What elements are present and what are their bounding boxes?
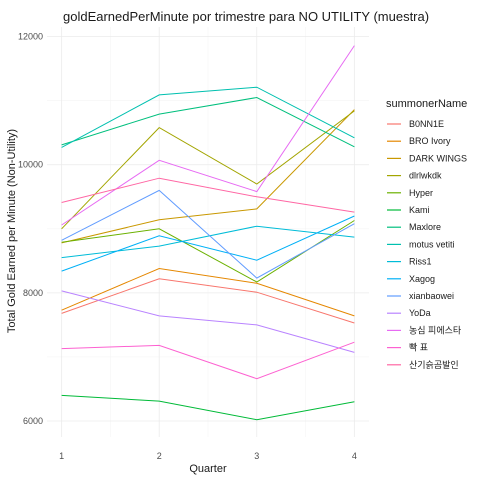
legend-label: 농심 피에스타	[409, 325, 462, 335]
legend: summonerName B0NN1E BRO Ivory DARK WINGS dl…	[386, 98, 467, 370]
x-axis-title: Quarter	[189, 463, 227, 475]
series-line	[61, 109, 355, 244]
legend-label: Kami	[409, 205, 430, 215]
legend-label: xianbaowei	[409, 291, 454, 301]
legend-label: motus vetiti	[409, 239, 455, 249]
x-tick-label: 4	[352, 451, 357, 461]
y-tick-label: 10000	[18, 160, 43, 170]
legend-label: DARK WINGS	[409, 153, 467, 163]
legend-title: summonerName	[386, 98, 467, 110]
legend-label: Hyper	[409, 188, 433, 198]
y-axis-title: Total Gold Earned per Minute (Non-Utilit…	[6, 129, 18, 333]
series-line	[61, 110, 355, 230]
axis-ticks: 6000 8000 10000 12000 1 2 3 4	[18, 32, 357, 461]
chart-title: goldEarnedPerMinute por trimestre para N…	[63, 9, 429, 24]
x-tick-label: 2	[157, 451, 162, 461]
y-tick-label: 8000	[23, 288, 43, 298]
series-line	[61, 45, 355, 226]
grid	[47, 27, 369, 437]
series-line	[61, 267, 355, 317]
series-line	[61, 394, 355, 421]
legend-label: B0NN1E	[409, 119, 444, 129]
legend-label: 산기슭곰발인	[409, 360, 459, 370]
series-line	[61, 278, 355, 324]
series-lines	[61, 45, 355, 421]
series-line	[61, 225, 355, 259]
series-line	[61, 215, 355, 272]
series-line	[61, 96, 355, 148]
series-line	[61, 290, 355, 353]
series-line	[61, 177, 355, 213]
series-line	[61, 341, 355, 380]
y-tick-label: 6000	[23, 416, 43, 426]
legend-label: dlrlwkdk	[409, 171, 442, 181]
legend-label: 빡 표	[409, 343, 428, 353]
legend-label: Xagog	[409, 274, 435, 284]
series-line	[61, 189, 355, 279]
y-tick-label: 12000	[18, 32, 43, 42]
series-line	[61, 86, 355, 148]
legend-label: BRO Ivory	[409, 136, 451, 146]
x-tick-label: 1	[59, 451, 64, 461]
legend-label: YoDa	[409, 308, 431, 318]
x-tick-label: 3	[254, 451, 259, 461]
legend-label: Maxlore	[409, 222, 441, 232]
legend-label: Riss1	[409, 257, 432, 267]
